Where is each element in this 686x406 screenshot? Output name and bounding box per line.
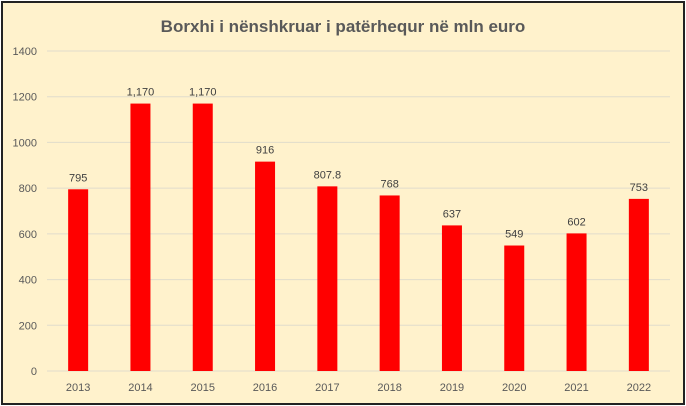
bar: [566, 233, 587, 371]
data-label: 768: [380, 178, 398, 190]
y-tick-label: 0: [31, 366, 37, 378]
bar: [68, 189, 89, 371]
data-label: 1,170: [189, 87, 217, 99]
y-tick-label: 600: [19, 229, 37, 241]
y-tick-label: 1200: [13, 92, 37, 104]
data-label: 807.8: [314, 169, 342, 181]
bar: [317, 186, 338, 371]
bar: [255, 161, 276, 371]
x-tick-label: 2022: [627, 382, 651, 394]
bar: [130, 103, 151, 372]
x-tick-label: 2017: [315, 382, 339, 394]
data-label: 795: [69, 172, 87, 184]
data-label: 916: [256, 145, 274, 157]
y-tick-label: 1000: [13, 137, 37, 149]
x-tick-label: 2021: [564, 382, 588, 394]
y-tick-label: 1400: [13, 46, 37, 58]
data-label: 753: [630, 182, 648, 194]
bar: [379, 195, 400, 371]
bar: [441, 225, 462, 371]
x-tick-label: 2020: [502, 382, 526, 394]
bar: [504, 245, 525, 371]
x-tick-label: 2018: [377, 382, 401, 394]
x-tick-label: 2016: [253, 382, 277, 394]
bar: [192, 103, 213, 372]
y-tick-label: 800: [19, 183, 37, 195]
x-tick-label: 2015: [191, 382, 215, 394]
x-tick-label: 2013: [66, 382, 90, 394]
data-label: 549: [505, 229, 523, 241]
y-tick-label: 200: [19, 320, 37, 332]
bar: [628, 198, 649, 371]
x-tick-label: 2019: [440, 382, 464, 394]
y-tick-label: 400: [19, 275, 37, 287]
data-label: 637: [443, 208, 461, 220]
x-tick-label: 2014: [128, 382, 152, 394]
data-label: 602: [567, 216, 585, 228]
data-label: 1,170: [127, 87, 155, 99]
chart-title: Borxhi i nënshkruar i patërhequr në mln …: [161, 17, 526, 36]
